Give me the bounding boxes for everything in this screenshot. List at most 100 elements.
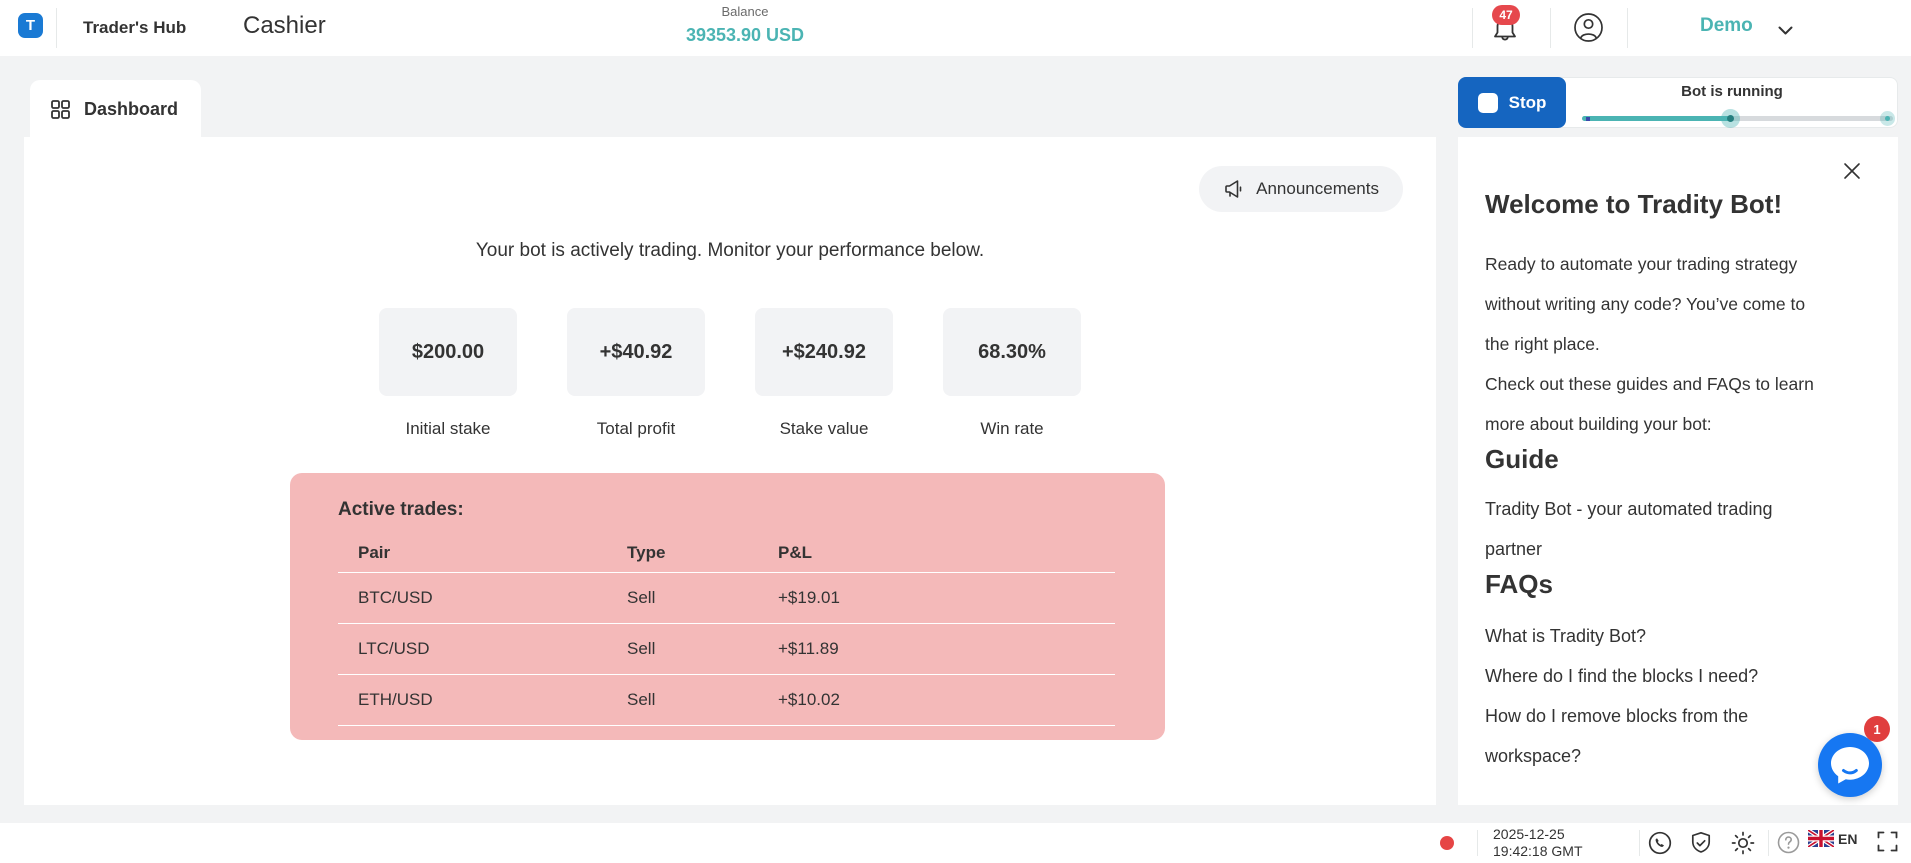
footer-divider [1639,830,1640,856]
stat-value: $200.00 [379,308,517,396]
uk-flag-icon [1808,830,1834,847]
col-pnl: P&L [778,542,812,562]
guide-heading: Guide [1485,444,1559,474]
bot-speed-slider[interactable] [1582,106,1895,130]
cell-pair: BTC/USD [358,588,433,607]
faq-link[interactable]: Where do I find the blocks I need? [1485,666,1759,686]
header-divider [1472,8,1473,48]
stat-value: +$240.92 [755,308,893,396]
slider-end-marker [1880,111,1895,126]
stop-icon [1477,92,1498,113]
stop-button-label: Stop [1508,92,1547,112]
stat-label: Win rate [980,419,1044,438]
header-divider [1550,8,1551,48]
stat-label: Initial stake [405,419,491,438]
theme-toggle-button[interactable] [1730,830,1756,861]
traders-hub-link[interactable]: Trader's Hub [83,18,187,37]
col-pair: Pair [358,542,391,562]
tab-dashboard[interactable]: Dashboard [30,80,201,138]
active-trades-table: Pair Type P&L BTC/USD Sell +$19.01 LTC/U… [338,533,1115,726]
server-date: 2025-12-25 [1493,826,1565,842]
server-time: 19:42:18 GMT [1493,843,1583,859]
stat-label: Total profit [596,419,676,438]
slider-track [1582,116,1893,121]
language-label: EN [1838,830,1858,847]
sun-icon [1731,831,1755,855]
fullscreen-icon [1877,831,1898,852]
profile-icon [1574,13,1603,42]
active-trades-title: Active trades: [338,499,464,520]
stat-total-profit: +$40.92 Total profit [567,308,705,439]
cell-pair: ETH/USD [358,690,433,709]
table-row: ETH/USD Sell +$10.02 [338,675,1115,726]
live-chat-button[interactable] [1818,733,1882,797]
faqs-heading: FAQs [1485,569,1553,599]
help-intro-paragraph: Ready to automate your trading strategy … [1485,254,1806,354]
server-datetime: 2025-12-25 19:42:18 GMT [1493,826,1583,860]
stop-button[interactable]: Stop [1458,77,1566,128]
cell-type: Sell [627,639,656,658]
faq-link[interactable]: How do I remove blocks from the workspac… [1485,706,1749,766]
faq-list: What is Tradity Bot? Where do I find the… [1485,616,1831,776]
bot-activity-message: Your bot is actively trading. Monitor yo… [475,240,985,261]
cell-type: Sell [627,588,656,607]
account-profile-button[interactable] [1572,11,1605,44]
help-panel-title: Welcome to Tradity Bot! [1485,189,1783,219]
header: T Trader's Hub Cashier Balance 39353.90 … [0,0,1911,56]
slider-start-marker [1586,117,1590,121]
dashboard-main-panel: Announcements Your bot is actively tradi… [24,137,1436,805]
cell-pnl: +$19.01 [778,588,840,607]
account-switcher[interactable]: Demo [1700,15,1753,36]
megaphone-icon [1225,180,1242,198]
question-icon [1777,831,1800,854]
shield-check-icon [1691,831,1711,853]
cell-pnl: +$10.02 [778,690,840,709]
active-trades-panel: Active trades: Pair Type P&L BTC/USD Sel… [290,473,1165,740]
cell-pair: LTC/USD [358,639,430,658]
responsible-trading-button[interactable] [1688,830,1714,861]
bot-status-text: Bot is running [1681,83,1783,100]
announcements-label: Announcements [1256,179,1379,198]
stat-value: +$40.92 [567,308,705,396]
help-sidebar: Welcome to Tradity Bot! Ready to automat… [1458,137,1898,805]
chat-bubble-icon [1831,747,1869,784]
announcements-button[interactable]: Announcements [1199,166,1403,212]
table-row: LTC/USD Sell +$11.89 [338,624,1115,675]
help-button[interactable] [1776,830,1801,860]
app-logo[interactable]: T [18,13,43,38]
close-icon [1844,163,1860,179]
stat-value: 68.30% [943,308,1081,396]
notifications-button[interactable]: 47 [1490,5,1528,48]
dashboard-icon [51,99,70,119]
notification-count-badge: 47 [1492,5,1520,25]
footer-bar: 2025-12-25 19:42:18 GMT [0,823,1911,863]
col-type: Type [627,542,666,562]
stat-win-rate: 68.30% Win rate [943,308,1081,439]
header-divider [1627,8,1628,48]
chevron-down-icon[interactable] [1778,23,1793,41]
stat-label: Stake value [779,419,869,438]
chat-unread-badge: 1 [1864,716,1890,742]
tab-dashboard-label: Dashboard [84,98,179,119]
language-selector[interactable]: EN [1808,830,1857,847]
slider-thumb[interactable] [1721,109,1741,128]
balance-value: 39353.90 USD [685,25,805,45]
balance-display: Balance 39353.90 USD [645,4,845,46]
stat-stake-value: +$240.92 Stake value [755,308,893,439]
table-header-row: Pair Type P&L [338,533,1115,573]
network-status-dot [1440,836,1454,850]
footer-divider [1477,830,1478,856]
guide-link[interactable]: Tradity Bot - your automated trading par… [1485,499,1773,559]
balance-label: Balance [721,4,769,19]
whatsapp-button[interactable] [1647,830,1673,861]
cashier-link[interactable]: Cashier [243,12,326,39]
whatsapp-icon [1648,831,1672,855]
fullscreen-button[interactable] [1876,830,1899,858]
stat-initial-stake: $200.00 Initial stake [379,308,517,439]
close-button[interactable] [1842,161,1862,181]
faq-link[interactable]: What is Tradity Bot? [1485,626,1647,646]
header-divider [56,8,57,48]
stats-row: $200.00 Initial stake +$40.92 Total prof… [24,308,1436,439]
cell-pnl: +$11.89 [778,639,839,658]
table-row: BTC/USD Sell +$19.01 [338,573,1115,624]
